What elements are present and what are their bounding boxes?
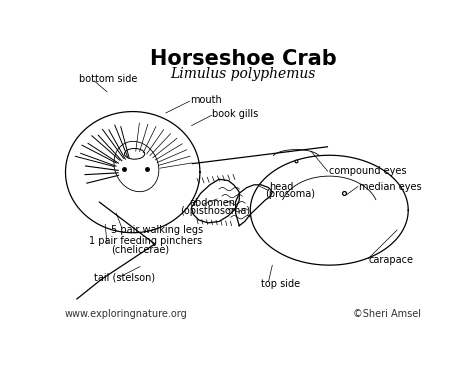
Text: 1 pair feeding pinchers: 1 pair feeding pinchers [89,236,202,246]
Text: (prosoma): (prosoma) [265,189,315,199]
Text: bottom side: bottom side [80,74,138,84]
Text: head: head [269,182,293,192]
Text: carapace: carapace [369,255,414,265]
Text: book gills: book gills [212,109,258,119]
Text: (chelicerae): (chelicerae) [110,244,169,254]
Text: top side: top side [261,279,300,289]
Text: ©Sheri Amsel: ©Sheri Amsel [353,309,421,319]
Text: Horseshoe Crab: Horseshoe Crab [150,49,336,70]
Text: 5 pair walking legs: 5 pair walking legs [110,225,203,235]
Text: Limulus polyphemus: Limulus polyphemus [170,67,316,81]
Text: (opisthosoma): (opisthosoma) [181,206,251,216]
Text: www.exploringnature.org: www.exploringnature.org [65,309,188,319]
Text: mouth: mouth [190,95,221,105]
Text: median eyes: median eyes [359,182,421,191]
Ellipse shape [125,149,145,159]
Text: compound eyes: compound eyes [329,166,407,176]
Text: tail (stelson): tail (stelson) [94,272,155,282]
Text: abdomen: abdomen [190,198,236,208]
